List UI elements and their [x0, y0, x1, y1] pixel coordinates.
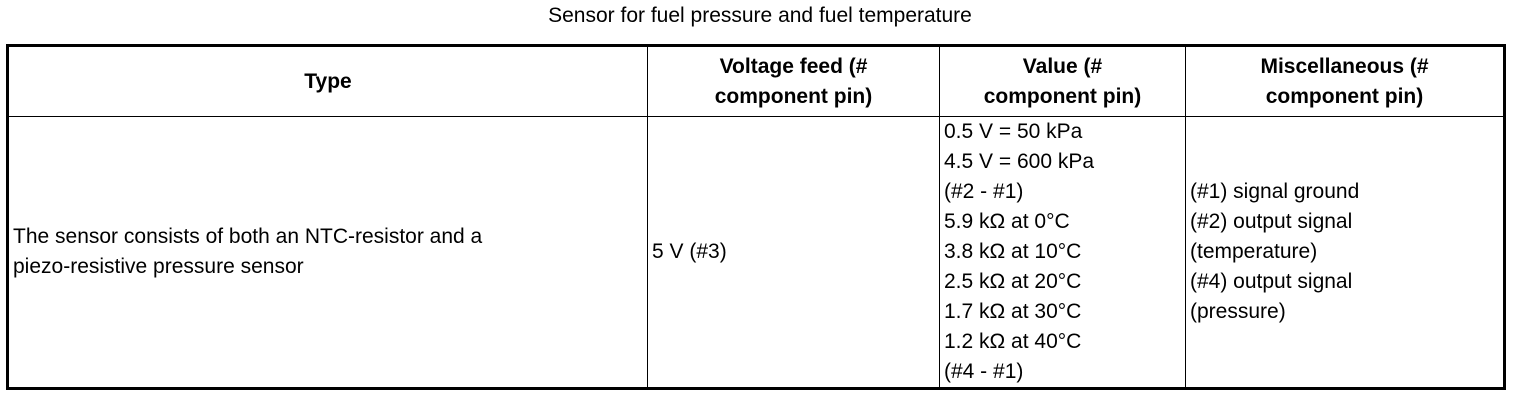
- value-line: 4.5 V = 600 kPa: [944, 150, 1095, 173]
- value-line: 5.9 kΩ at 0°C: [944, 210, 1070, 233]
- table-row: The sensor consists of both an NTC-resis…: [7, 116, 1505, 389]
- cell-type: The sensor consists of both an NTC-resis…: [7, 116, 648, 389]
- cell-miscellaneous: (#1) signal ground (#2) output signal (t…: [1185, 116, 1505, 389]
- header-value: Value (# component pin): [939, 45, 1186, 117]
- voltage-feed-value: 5 V (#3): [652, 240, 727, 263]
- value-line: 1.2 kΩ at 40°C: [944, 330, 1082, 353]
- value-line: (#2 - #1): [944, 180, 1024, 203]
- value-line: 0.5 V = 50 kPa: [944, 120, 1083, 143]
- value-line: 1.7 kΩ at 30°C: [944, 300, 1082, 323]
- header-row: Type Voltage feed (# component pin) Valu…: [7, 45, 1505, 117]
- header-value-line1: Value (#: [1022, 54, 1103, 78]
- table-caption: Sensor for fuel pressure and fuel temper…: [548, 4, 972, 27]
- type-line: piezo-resistive pressure sensor: [13, 255, 304, 278]
- header-value-line2: component pin): [983, 84, 1142, 108]
- misc-line: (#4) output signal: [1190, 270, 1353, 293]
- misc-line: (#2) output signal: [1190, 210, 1353, 233]
- header-type-label: Type: [304, 69, 352, 93]
- value-line: 3.8 kΩ at 10°C: [944, 240, 1082, 263]
- header-voltage-feed: Voltage feed (# component pin): [647, 45, 940, 117]
- value-line: 2.5 kΩ at 20°C: [944, 270, 1082, 293]
- header-miscellaneous-line2: component pin): [1265, 84, 1424, 108]
- type-line: The sensor consists of both an NTC-resis…: [13, 225, 483, 248]
- cell-voltage-feed: 5 V (#3): [647, 116, 940, 389]
- sensor-spec-table: Type Voltage feed (# component pin) Valu…: [6, 44, 1506, 390]
- value-line: (#4 - #1): [944, 360, 1024, 383]
- header-miscellaneous: Miscellaneous (# component pin): [1185, 45, 1505, 117]
- misc-line: (pressure): [1190, 300, 1286, 323]
- header-type: Type: [7, 45, 648, 117]
- misc-line: (temperature): [1190, 240, 1318, 263]
- cell-value: 0.5 V = 50 kPa 4.5 V = 600 kPa (#2 - #1)…: [939, 116, 1186, 389]
- header-voltage-feed-line1: Voltage feed (#: [719, 54, 868, 78]
- header-voltage-feed-line2: component pin): [714, 84, 873, 108]
- header-miscellaneous-line1: Miscellaneous (#: [1260, 54, 1429, 78]
- misc-line: (#1) signal ground: [1190, 180, 1360, 203]
